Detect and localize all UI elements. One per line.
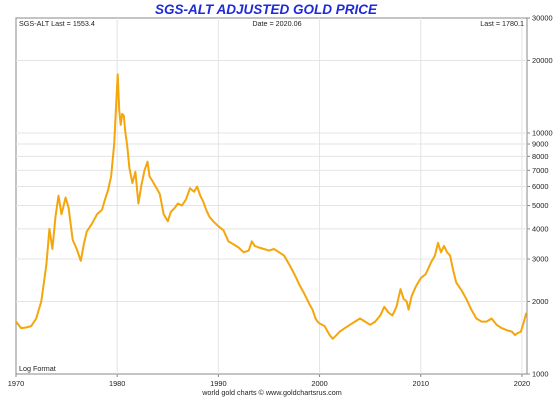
y-tick-label: 9000: [532, 140, 548, 149]
x-tick-label: 1980: [109, 379, 125, 388]
y-axis-ticks: 1000 2000 3000 4000 5000 6000 7000 8000 9000 1000…: [527, 14, 553, 379]
x-axis-ticks: 1970 1980 1990 2000 2010 2020: [8, 374, 530, 388]
chart-title: SGS-ALT ADJUSTED GOLD PRICE: [155, 2, 378, 17]
info-left: SGS-ALT Last = 1553.4: [19, 19, 95, 28]
footer-credit: world gold charts © www.goldchartsrus.co…: [201, 388, 342, 397]
x-tick-label: 1990: [210, 379, 226, 388]
x-tick-label: 2000: [311, 379, 327, 388]
y-tick-label: 10000: [532, 129, 553, 138]
x-tick-label: 2020: [514, 379, 530, 388]
y-tick-label: 2000: [532, 297, 548, 306]
scale-note: Log Format: [19, 364, 56, 373]
gold-price-line: [15, 73, 527, 340]
y-tick-label: 8000: [532, 152, 548, 161]
y-tick-label: 3000: [532, 255, 548, 264]
x-tick-label: 2010: [413, 379, 429, 388]
y-tick-label: 5000: [532, 201, 548, 210]
info-right: Last = 1780.1: [480, 19, 524, 28]
plot-area: [15, 17, 528, 375]
y-tick-label: 20000: [532, 56, 553, 65]
y-tick-label: 6000: [532, 182, 548, 191]
y-tick-label: 7000: [532, 166, 548, 175]
y-tick-label: 4000: [532, 224, 548, 233]
x-tick-label: 1970: [8, 379, 24, 388]
y-tick-label: 30000: [532, 14, 553, 23]
y-tick-label: 1000: [532, 370, 548, 379]
info-center: Date = 2020.06: [252, 19, 301, 28]
